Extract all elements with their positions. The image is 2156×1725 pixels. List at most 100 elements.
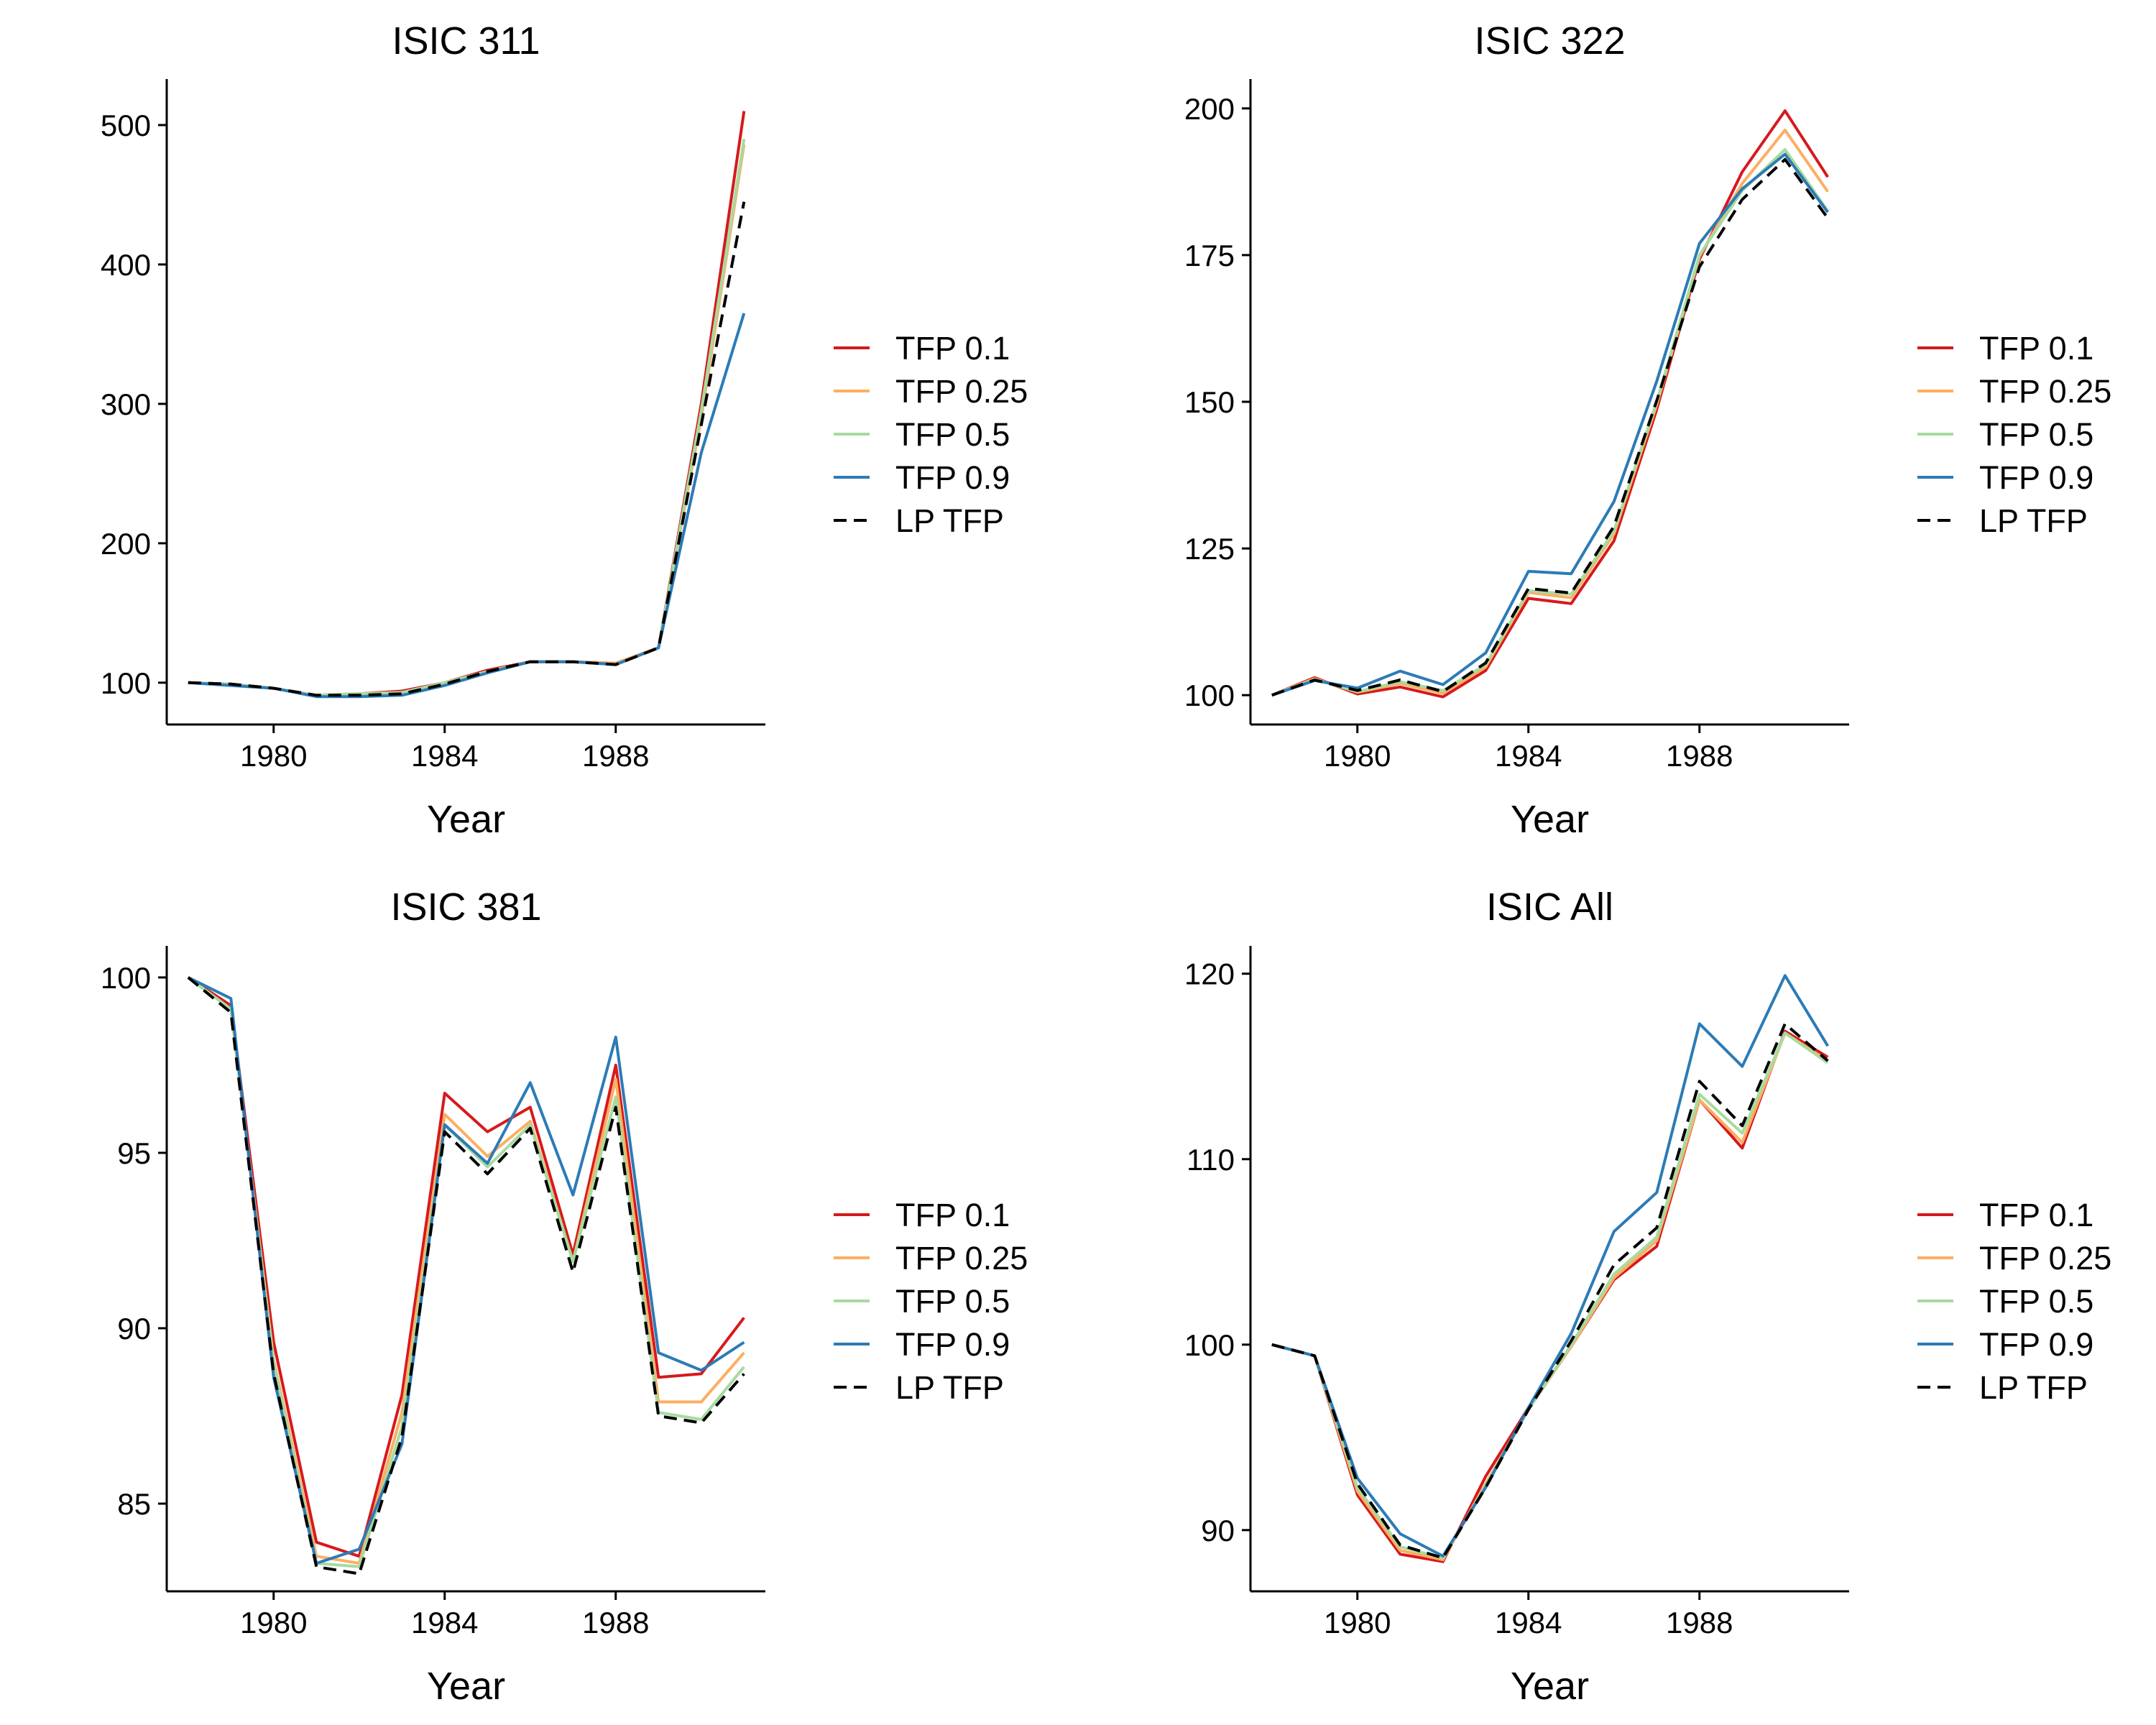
legend-item: TFP 0.1	[1917, 1197, 2093, 1233]
y-tick-label: 100	[1184, 678, 1235, 712]
legend-item: TFP 0.1	[834, 330, 1010, 367]
legend-item: TFP 0.9	[834, 1326, 1010, 1363]
chart-title: ISIC 381	[390, 886, 541, 929]
y-tick-label: 500	[101, 109, 151, 142]
series-line-tfp-0-1	[1271, 109, 1829, 699]
x-tick-label: 1980	[1324, 1606, 1391, 1639]
legend-item: TFP 0.25	[834, 1240, 1028, 1276]
legend-label: TFP 0.1	[895, 330, 1010, 367]
legend-item: LP TFP	[1917, 502, 2088, 539]
x-tick-label: 1980	[1324, 739, 1391, 773]
legend-item: TFP 0.25	[1917, 373, 2111, 410]
x-tick-label: 1984	[1495, 739, 1562, 773]
x-tick-label: 1984	[411, 739, 478, 773]
x-axis-title: Year	[1511, 1665, 1589, 1708]
chart-title: ISIC 311	[392, 19, 540, 63]
legend-label: TFP 0.1	[1979, 1197, 2093, 1233]
legend-label: TFP 0.9	[895, 1326, 1010, 1363]
series-line-lp-tfp	[1271, 1022, 1829, 1560]
y-tick-label: 95	[117, 1136, 151, 1170]
chart-panel-3: ISIC 381 85 90 95 100 1980 1984 1988 Year TFP 0.1…	[101, 886, 1028, 1708]
series-line-tfp-0-9	[187, 976, 745, 1565]
legend-label: TFP 0.25	[895, 1240, 1028, 1276]
y-tick-label: 300	[101, 387, 151, 421]
x-axis-title: Year	[427, 798, 505, 841]
series-line-lp-tfp	[188, 201, 746, 697]
x-tick-label: 1988	[582, 1606, 649, 1639]
legend-item: TFP 0.1	[834, 1197, 1010, 1233]
y-tick-label: 125	[1184, 532, 1235, 566]
x-tick-label: 1988	[1666, 1606, 1733, 1639]
series-line-tfp-0-1	[188, 111, 746, 697]
legend-item: TFP 0.5	[834, 416, 1010, 453]
y-tick-label: 200	[101, 527, 151, 561]
series-line-tfp-0-25	[188, 144, 746, 697]
series-line-lp-tfp	[1271, 157, 1829, 697]
legend-label: TFP 0.25	[895, 373, 1028, 410]
legend-item: TFP 0.5	[1917, 416, 2093, 453]
legend-label: LP TFP	[1979, 502, 2088, 539]
legend-item: LP TFP	[834, 1369, 1004, 1406]
legend: TFP 0.1 TFP 0.25 TFP 0.5 TFP 0.9 LP TFP	[1917, 330, 2111, 539]
legend-item: TFP 0.25	[1917, 1240, 2111, 1276]
legend-item: TFP 0.25	[834, 373, 1028, 410]
legend-label: LP TFP	[1979, 1369, 2088, 1406]
legend-label: TFP 0.9	[895, 459, 1010, 496]
y-tick-label: 200	[1184, 92, 1235, 126]
legend: TFP 0.1 TFP 0.25 TFP 0.5 TFP 0.9 LP TFP	[834, 330, 1028, 539]
chart-panel-4: ISIC All 90 100 110 120 1980 1984 1988 Year TFP 0…	[1184, 886, 2111, 1708]
legend-label: TFP 0.9	[1979, 1326, 2093, 1363]
legend-label: TFP 0.5	[1979, 1283, 2093, 1320]
y-tick-label: 150	[1184, 385, 1235, 419]
legend-item: LP TFP	[834, 502, 1004, 539]
series-line-tfp-0-5	[1271, 1031, 1829, 1560]
y-tick-label: 175	[1184, 239, 1235, 272]
series-line-tfp-0-25	[187, 976, 745, 1565]
series-line-tfp-0-5	[187, 976, 745, 1568]
x-tick-label: 1980	[240, 1606, 307, 1639]
y-tick-label: 90	[117, 1312, 151, 1346]
legend-item: LP TFP	[1917, 1369, 2088, 1406]
y-tick-label: 120	[1184, 957, 1235, 991]
legend-label: TFP 0.9	[1979, 459, 2093, 496]
legend-item: TFP 0.9	[834, 459, 1010, 496]
legend-item: TFP 0.1	[1917, 330, 2093, 367]
x-tick-label: 1980	[240, 739, 307, 773]
series-line-tfp-0-25	[1271, 129, 1829, 697]
legend: TFP 0.1 TFP 0.25 TFP 0.5 TFP 0.9 LP TFP	[834, 1197, 1028, 1406]
legend-label: TFP 0.5	[895, 1283, 1010, 1320]
legend-label: TFP 0.1	[1979, 330, 2093, 367]
chart-panel-2: ISIC 322 100 125 150 175 200 1980 1984 1988 Year T…	[1184, 19, 2111, 841]
x-tick-label: 1984	[411, 1606, 478, 1639]
legend-label: LP TFP	[895, 502, 1004, 539]
x-tick-label: 1988	[1666, 739, 1733, 773]
legend-item: TFP 0.5	[834, 1283, 1010, 1320]
legend-label: TFP 0.1	[895, 1197, 1010, 1233]
series-line-lp-tfp	[187, 976, 745, 1576]
x-axis-title: Year	[1511, 798, 1589, 841]
legend-label: TFP 0.25	[1979, 373, 2111, 410]
x-tick-label: 1984	[1495, 1606, 1562, 1639]
series-line-tfp-0-9	[1271, 152, 1829, 697]
legend-label: TFP 0.25	[1979, 1240, 2111, 1276]
legend-item: TFP 0.9	[1917, 1326, 2093, 1363]
x-tick-label: 1988	[582, 739, 649, 773]
y-tick-label: 100	[1184, 1328, 1235, 1362]
y-tick-label: 100	[101, 961, 151, 995]
chart-panel-1: ISIC 311 100 200 300 400 500 1980 1984 1988 Year T…	[101, 19, 1028, 841]
series-line-tfp-0-9	[1271, 974, 1830, 1558]
chart-title: ISIC 322	[1474, 19, 1625, 63]
legend: TFP 0.1 TFP 0.25 TFP 0.5 TFP 0.9 LP TFP	[1917, 1197, 2111, 1406]
legend-label: LP TFP	[895, 1369, 1004, 1406]
y-tick-label: 85	[117, 1487, 151, 1521]
legend-label: TFP 0.5	[1979, 416, 2093, 453]
y-tick-label: 90	[1201, 1514, 1235, 1547]
y-tick-label: 100	[101, 666, 151, 700]
legend-item: TFP 0.9	[1917, 459, 2093, 496]
series-line-tfp-0-5	[1271, 148, 1829, 697]
y-tick-label: 400	[101, 248, 151, 282]
series-line-tfp-0-1	[187, 976, 745, 1558]
x-axis-title: Year	[427, 1665, 505, 1708]
series-line-tfp-0-5	[188, 139, 746, 697]
